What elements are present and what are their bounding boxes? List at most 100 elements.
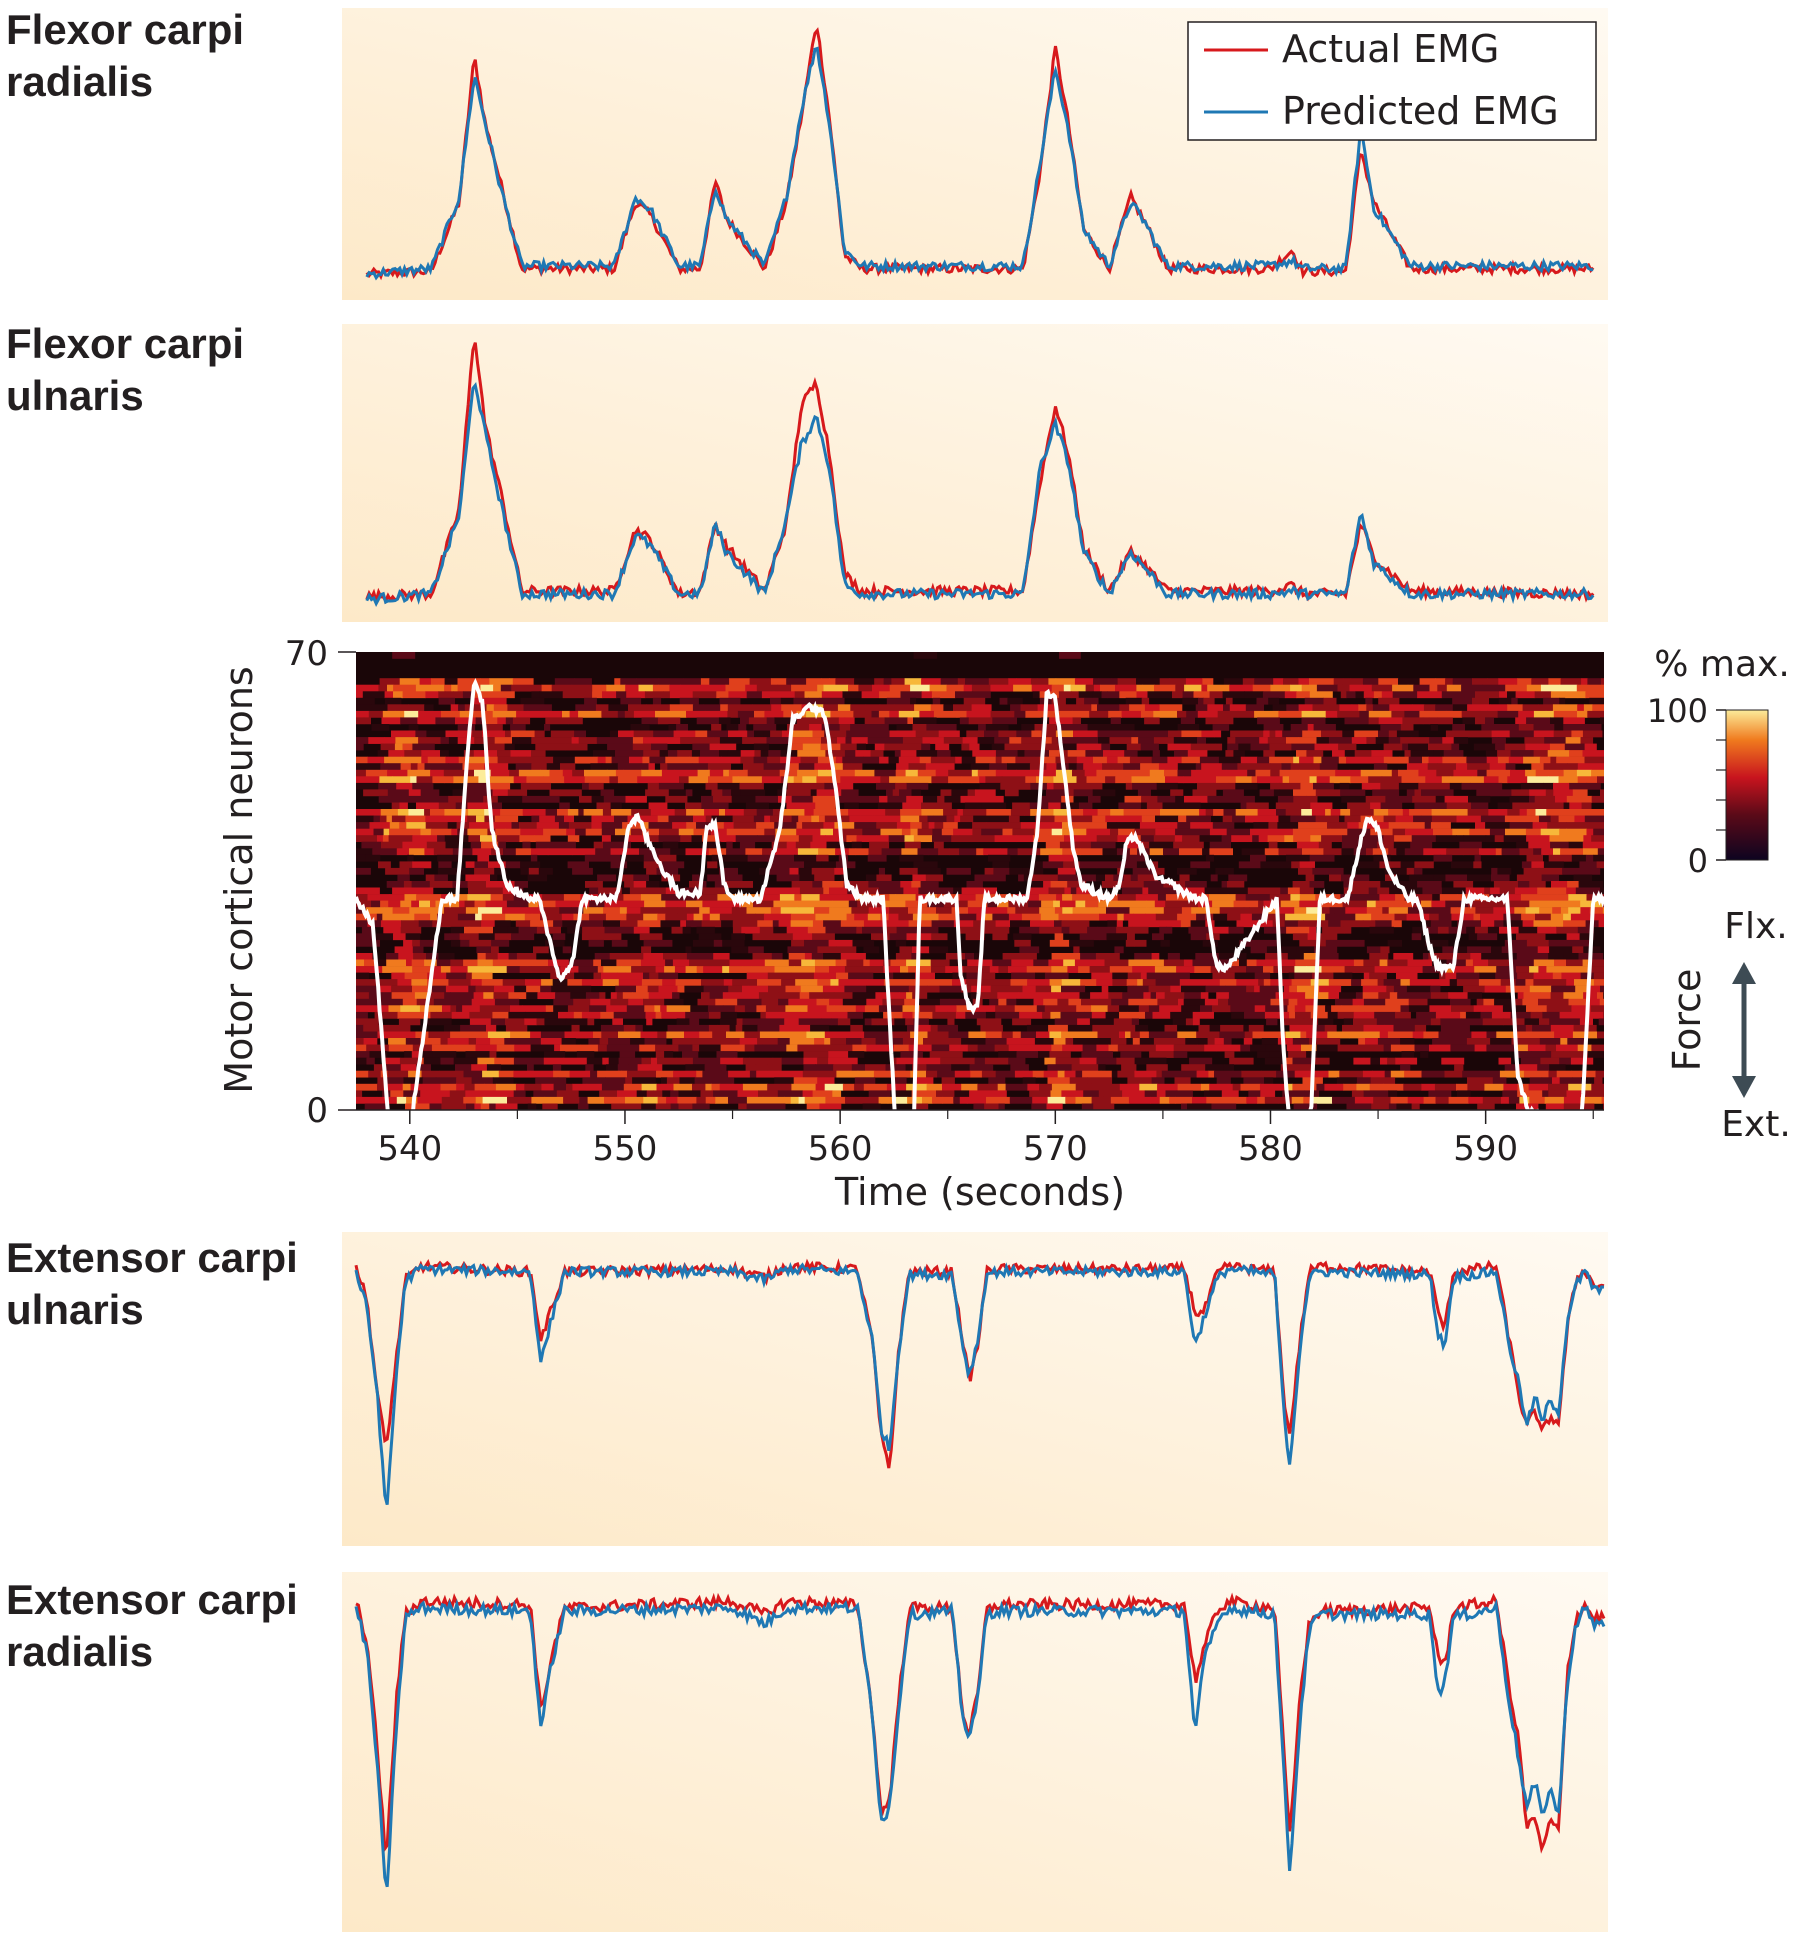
heatmap-cell: [1526, 939, 1550, 947]
heatmap-cell: [387, 684, 394, 692]
heatmap-cell: [1163, 907, 1183, 915]
heatmap-cell: [931, 691, 956, 699]
heatmap-cell: [557, 1077, 567, 1085]
heatmap-cell: [636, 1090, 648, 1098]
heatmap-cell: [1254, 678, 1274, 686]
heatmap-cell: [1303, 979, 1312, 986]
heatmap-cell: [1507, 704, 1523, 712]
heatmap-cell: [1481, 953, 1503, 960]
heatmap-cell: [432, 1051, 457, 1058]
heatmap-cell: [657, 717, 681, 725]
heatmap-cell: [826, 841, 846, 849]
heatmap-cell: [448, 979, 472, 986]
heatmap-cell: [822, 881, 845, 888]
heatmap-cell: [1276, 809, 1287, 816]
heatmap-cell: [721, 1070, 729, 1078]
heatmap-cell: [1580, 1096, 1603, 1104]
heatmap-cell: [1504, 815, 1525, 823]
heatmap-cell: [728, 1096, 748, 1104]
heatmap-cell: [1170, 789, 1184, 797]
heatmap-cell: [1173, 737, 1198, 744]
heatmap-cell: [526, 985, 541, 993]
heatmap-cell: [1254, 710, 1279, 718]
heatmap-cell: [1165, 900, 1186, 908]
heatmap-cell: [1410, 776, 1426, 784]
heatmap-cell: [405, 1038, 421, 1045]
heatmap-cell: [1590, 959, 1604, 967]
heatmap-cell: [1554, 1090, 1567, 1098]
heatmap-cell: [1107, 920, 1118, 928]
heatmap-cell: [583, 907, 598, 915]
heatmap-cell: [466, 972, 473, 980]
heatmap-cell: [1062, 907, 1074, 915]
heatmap-cell: [450, 959, 464, 967]
heatmap-cell: [1183, 959, 1193, 967]
heatmap-cell: [1467, 763, 1491, 771]
heatmap-cell: [424, 704, 434, 712]
heatmap-cell: [642, 756, 650, 764]
colorbar-title: % max.: [1654, 644, 1790, 685]
heatmap-cell: [1065, 1096, 1076, 1104]
heatmap-cell: [804, 861, 823, 869]
heatmap-cell: [863, 756, 880, 764]
heatmap-cell: [1020, 822, 1033, 829]
heatmap-cell: [624, 710, 635, 718]
heatmap-cell: [632, 1057, 642, 1065]
heatmap-cell: [1212, 724, 1230, 731]
heatmap-cell: [1339, 782, 1350, 790]
heatmap-cell: [946, 684, 965, 692]
heatmap-cell: [992, 933, 1008, 941]
heatmap-cell: [427, 979, 449, 986]
heatmap-cell: [440, 737, 450, 744]
heatmap-cell: [1200, 1005, 1213, 1013]
heatmap-cell: [878, 867, 885, 875]
heatmap-cell: [664, 1051, 674, 1058]
heatmap-cell: [569, 710, 579, 718]
heatmap-cell: [641, 717, 659, 725]
heatmap-cell: [1583, 704, 1593, 712]
heatmap-cell: [1392, 828, 1406, 836]
heatmap-cell: [878, 710, 890, 718]
heatmap-cell: [1033, 756, 1041, 764]
heatmap-cell: [1115, 776, 1127, 784]
heatmap-cell: [1100, 1070, 1113, 1078]
heatmap-cell: [378, 795, 393, 803]
heatmap-cell: [891, 678, 905, 686]
heatmap-cell: [961, 887, 975, 895]
heatmap-cell: [1545, 789, 1554, 797]
heatmap-cell: [469, 822, 494, 829]
heatmap-cell: [1602, 730, 1604, 738]
heatmap-cell: [588, 782, 604, 790]
heatmap-cell: [1008, 1044, 1033, 1052]
heatmap-cell: [1431, 815, 1457, 823]
ecu-label-line1: Extensor carpi: [6, 1234, 298, 1281]
heatmap-cell: [1331, 867, 1344, 875]
heatmap-cell: [392, 795, 402, 803]
heatmap-cell: [489, 756, 498, 764]
heatmap-cell: [621, 1070, 628, 1078]
heatmap-cell: [1347, 822, 1360, 829]
heatmap-cell: [673, 769, 698, 777]
heatmap-cell: [656, 867, 679, 875]
heatmap-cell: [383, 828, 390, 836]
heatmap-cell: [946, 867, 971, 875]
heatmap-cell: [957, 913, 977, 921]
heatmap-cell: [641, 1057, 652, 1065]
heatmap-cell: [1539, 907, 1553, 915]
heatmap-cell: [1126, 854, 1145, 862]
heatmap-cell: [641, 946, 652, 954]
heatmap-cell: [414, 992, 431, 1000]
heatmap-cell: [535, 1077, 559, 1085]
heatmap-cell: [416, 894, 431, 901]
heatmap-cell: [1292, 1083, 1317, 1091]
heatmap-cell: [973, 1103, 985, 1110]
heatmap-cell: [1371, 750, 1393, 757]
heatmap-cell: [1346, 1103, 1372, 1110]
heatmap-cell: [356, 985, 379, 993]
heatmap-cell: [781, 1057, 804, 1065]
heatmap-cell: [1197, 737, 1206, 744]
fcu-label: Flexor carpi ulnaris: [6, 318, 244, 422]
heatmap-cell: [553, 998, 574, 1006]
heatmap-cell: [1036, 1005, 1046, 1013]
heatmap-cell: [356, 1090, 363, 1098]
